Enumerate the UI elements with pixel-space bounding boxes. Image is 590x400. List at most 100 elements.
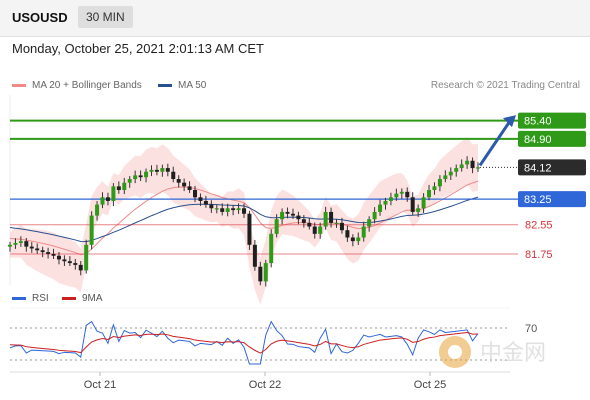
candle-body (51, 253, 56, 256)
level-tag-84.90 (518, 130, 586, 147)
level-tag-83.25 (518, 191, 586, 208)
candle-body (269, 233, 274, 264)
chart-credit: Research © 2021 Trading Central (430, 80, 580, 91)
candle-body (258, 266, 263, 282)
projection-arrow-shaft (478, 120, 512, 167)
rsi-level-label: 70 (525, 323, 537, 335)
candle-body (13, 242, 18, 245)
candle-body (214, 208, 219, 210)
candle-body (443, 175, 448, 180)
ma20-label: MA 20 + Bollinger Bands (32, 80, 142, 91)
candle-body (470, 160, 475, 169)
rsi-ma-line (9, 331, 479, 354)
x-tick-label: Oct 21 (84, 379, 116, 391)
candle-body (209, 204, 214, 209)
rsi-swatch (12, 296, 26, 300)
candle-body (350, 237, 355, 242)
watermark-logo-inner (448, 345, 462, 359)
level-label-84.12: 84.12 (524, 162, 552, 174)
candle-body (312, 226, 317, 234)
candle-body (198, 197, 203, 201)
candle-body (154, 169, 159, 172)
candle-body (95, 204, 100, 216)
candle-body (427, 190, 432, 198)
candle-body (432, 186, 437, 190)
level-tag-84.12 (518, 159, 586, 176)
candle-body (476, 167, 480, 169)
candle-body (116, 186, 121, 190)
candle-body (263, 263, 268, 282)
candle-body (133, 175, 138, 180)
candle-body (334, 222, 339, 225)
candle-body (448, 171, 453, 176)
candle-body (62, 259, 67, 262)
candle-body (280, 211, 285, 220)
level-label-81.75: 81.75 (525, 249, 553, 261)
watermark-logo: 中金网 (439, 336, 546, 368)
candle-body (187, 186, 192, 190)
candle-body (231, 208, 236, 211)
candle-body (176, 179, 181, 183)
legend-rsi: RSI (12, 293, 49, 304)
candle-body (40, 250, 45, 253)
level-label-82.55: 82.55 (525, 220, 553, 232)
candle-body (67, 261, 72, 264)
projection-arrow-head (503, 115, 516, 128)
level-label-83.25: 83.25 (524, 194, 552, 206)
legend-ma20: MA 20 + Bollinger Bands (12, 80, 142, 91)
candle-body (24, 241, 29, 247)
candle-body (84, 244, 89, 271)
candle-body (388, 197, 393, 201)
candle-body (35, 248, 40, 251)
toolbar: USOUSD 30 MIN (0, 0, 590, 37)
candle-body (236, 208, 241, 211)
candle-body (356, 237, 361, 242)
candle-body (220, 208, 225, 212)
candle-body (454, 168, 459, 172)
candle-body (225, 208, 230, 212)
candle-body (394, 193, 399, 198)
candle-body (138, 175, 143, 178)
candle-body (242, 208, 246, 214)
candle-body (89, 215, 94, 245)
candle-body (329, 211, 334, 223)
candle-body (367, 219, 372, 227)
candle-body (372, 211, 377, 220)
legend-ma50: MA 50 (158, 80, 206, 91)
candle-body (405, 191, 410, 198)
watermark-text: 中金网 (480, 341, 546, 366)
candle-body (100, 197, 105, 205)
ma20-swatch (12, 83, 26, 87)
candle-body (111, 186, 116, 201)
candle-body (361, 226, 366, 238)
candle-body (149, 169, 154, 172)
candle-body (78, 264, 83, 271)
interval-button[interactable]: 30 MIN (78, 6, 133, 28)
candle-body (46, 252, 51, 254)
candle-body (465, 160, 470, 165)
x-tick-label: Oct 22 (249, 379, 281, 391)
candle-body (307, 222, 312, 227)
candle-body (416, 208, 421, 212)
candle-body (193, 190, 198, 198)
candle-body (318, 226, 323, 234)
level-label-85.40: 85.40 (524, 116, 552, 128)
candle-body (105, 197, 110, 201)
candle-body (56, 255, 61, 260)
rsi-ma-swatch (62, 296, 76, 300)
candle-body (399, 191, 404, 194)
candle-body (73, 263, 78, 265)
candle-body (127, 179, 132, 183)
candle-body (29, 246, 34, 249)
candle-body (203, 200, 208, 205)
candle-body (421, 197, 426, 209)
candle-body (122, 182, 127, 190)
rsi-label: RSI (32, 293, 49, 304)
candle-body (290, 213, 295, 216)
ma50-swatch (158, 83, 172, 87)
symbol-label[interactable]: USOUSD (12, 10, 68, 25)
candle-body (165, 168, 170, 172)
candle-body (323, 211, 328, 227)
candle-body (410, 197, 415, 212)
